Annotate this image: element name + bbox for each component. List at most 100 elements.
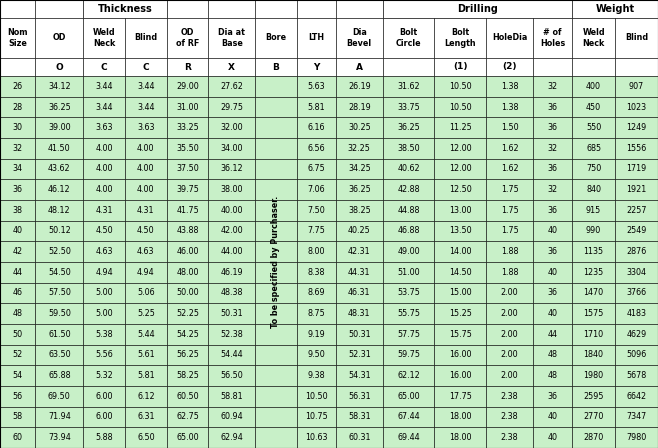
Text: 29.00: 29.00 bbox=[176, 82, 199, 91]
Bar bbox=[336, 303, 383, 324]
Bar bbox=[434, 407, 486, 427]
Bar bbox=[125, 303, 166, 324]
Text: Weld
Neck: Weld Neck bbox=[582, 28, 605, 47]
Bar bbox=[36, 345, 84, 365]
Text: 33.25: 33.25 bbox=[176, 123, 199, 132]
Text: 2.00: 2.00 bbox=[501, 289, 519, 297]
Text: 50.31: 50.31 bbox=[348, 330, 370, 339]
Text: 28.19: 28.19 bbox=[348, 103, 370, 112]
Text: 9.38: 9.38 bbox=[307, 371, 325, 380]
Text: 5.44: 5.44 bbox=[137, 330, 155, 339]
Text: 3.44: 3.44 bbox=[95, 103, 113, 112]
Text: 750: 750 bbox=[586, 164, 601, 173]
Text: 58.81: 58.81 bbox=[220, 392, 243, 401]
Bar bbox=[36, 365, 84, 386]
Bar bbox=[0, 117, 36, 138]
Bar bbox=[209, 221, 255, 241]
Text: 5096: 5096 bbox=[626, 350, 647, 359]
Bar bbox=[255, 303, 297, 324]
Bar bbox=[0, 303, 36, 324]
Bar bbox=[36, 138, 84, 159]
Bar bbox=[615, 427, 658, 448]
Text: 3.44: 3.44 bbox=[137, 103, 155, 112]
Bar bbox=[125, 200, 166, 221]
Text: 36: 36 bbox=[547, 164, 557, 173]
Text: 39.00: 39.00 bbox=[48, 123, 70, 132]
Bar bbox=[255, 0, 297, 18]
Bar bbox=[84, 221, 125, 241]
Bar bbox=[36, 241, 84, 262]
Bar bbox=[0, 159, 36, 179]
Text: 4183: 4183 bbox=[626, 309, 647, 318]
Bar bbox=[486, 221, 533, 241]
Bar bbox=[383, 117, 434, 138]
Text: 26.19: 26.19 bbox=[348, 82, 370, 91]
Bar bbox=[615, 58, 658, 76]
Text: 60.94: 60.94 bbox=[220, 413, 243, 422]
Bar bbox=[125, 138, 166, 159]
Bar bbox=[36, 159, 84, 179]
Text: 52.38: 52.38 bbox=[220, 330, 243, 339]
Bar bbox=[615, 0, 658, 18]
Text: 31.62: 31.62 bbox=[397, 82, 420, 91]
Bar bbox=[336, 241, 383, 262]
Text: 46: 46 bbox=[13, 289, 22, 297]
Text: 56: 56 bbox=[13, 392, 23, 401]
Text: 54: 54 bbox=[13, 371, 23, 380]
Text: 37.50: 37.50 bbox=[176, 164, 199, 173]
Text: 46.00: 46.00 bbox=[176, 247, 199, 256]
Bar bbox=[255, 407, 297, 427]
Text: 44.31: 44.31 bbox=[348, 268, 370, 277]
Bar bbox=[572, 427, 615, 448]
Bar bbox=[615, 76, 658, 97]
Bar bbox=[383, 159, 434, 179]
Text: 4.00: 4.00 bbox=[95, 164, 113, 173]
Bar bbox=[486, 345, 533, 365]
Text: 36: 36 bbox=[13, 185, 22, 194]
Bar bbox=[84, 97, 125, 117]
Text: 6.50: 6.50 bbox=[137, 433, 155, 442]
Bar bbox=[572, 200, 615, 221]
Bar bbox=[84, 117, 125, 138]
Bar bbox=[486, 58, 533, 76]
Text: 55.75: 55.75 bbox=[397, 309, 420, 318]
Text: 40: 40 bbox=[547, 413, 557, 422]
Text: X: X bbox=[228, 63, 236, 72]
Text: 685: 685 bbox=[586, 144, 601, 153]
Bar bbox=[336, 0, 383, 18]
Text: 42: 42 bbox=[13, 247, 23, 256]
Text: 915: 915 bbox=[586, 206, 601, 215]
Text: 1249: 1249 bbox=[626, 123, 647, 132]
Text: 1575: 1575 bbox=[584, 309, 604, 318]
Bar bbox=[533, 221, 572, 241]
Bar bbox=[486, 324, 533, 345]
Text: 36.12: 36.12 bbox=[220, 164, 243, 173]
Text: 38.00: 38.00 bbox=[220, 185, 243, 194]
Bar bbox=[486, 262, 533, 283]
Text: Y: Y bbox=[313, 63, 320, 72]
Bar bbox=[36, 262, 84, 283]
Bar bbox=[166, 179, 209, 200]
Bar bbox=[255, 241, 297, 262]
Bar bbox=[297, 117, 336, 138]
Bar bbox=[572, 97, 615, 117]
Bar bbox=[572, 0, 658, 18]
Text: 56.25: 56.25 bbox=[176, 350, 199, 359]
Bar bbox=[125, 283, 166, 303]
Text: 2770: 2770 bbox=[584, 413, 604, 422]
Text: 10.50: 10.50 bbox=[449, 103, 472, 112]
Text: 4.31: 4.31 bbox=[137, 206, 155, 215]
Bar bbox=[572, 0, 615, 18]
Bar bbox=[572, 303, 615, 324]
Text: 1135: 1135 bbox=[584, 247, 603, 256]
Bar bbox=[533, 0, 572, 18]
Bar bbox=[533, 407, 572, 427]
Text: 46.19: 46.19 bbox=[220, 268, 243, 277]
Text: 40: 40 bbox=[547, 268, 557, 277]
Bar bbox=[209, 365, 255, 386]
Bar bbox=[166, 324, 209, 345]
Text: 990: 990 bbox=[586, 227, 601, 236]
Bar bbox=[434, 345, 486, 365]
Text: To be specified by Purchaser.: To be specified by Purchaser. bbox=[272, 196, 280, 328]
Text: 10.75: 10.75 bbox=[305, 413, 328, 422]
